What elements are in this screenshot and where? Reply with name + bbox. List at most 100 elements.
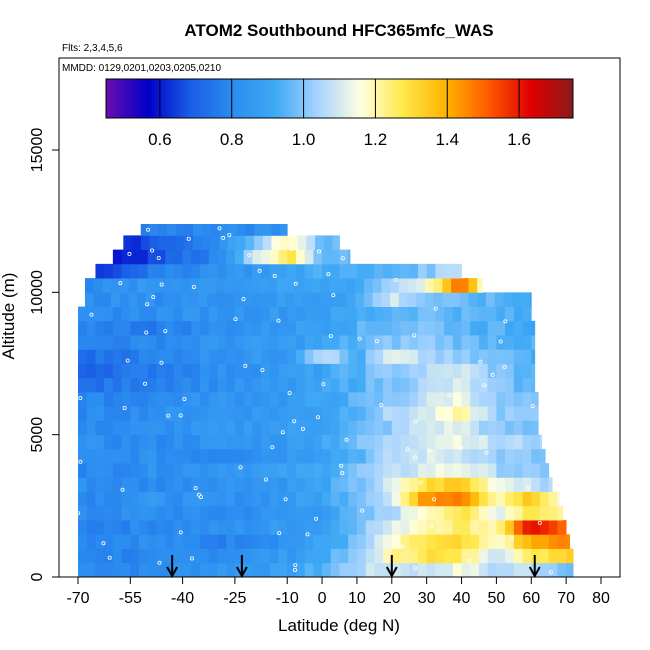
heatmap-cell (348, 463, 358, 478)
heatmap-cell (269, 320, 279, 336)
heatmap-cell (112, 349, 122, 364)
heatmap-cell (435, 335, 445, 350)
heatmap-cell (208, 562, 218, 577)
heatmap-cell (391, 562, 401, 577)
heatmap-cell (200, 263, 210, 279)
heatmap-cell (496, 477, 506, 492)
heatmap-cell (95, 349, 105, 364)
heatmap-cell (287, 306, 297, 322)
sample-marker (344, 437, 349, 442)
heatmap-cell (539, 534, 550, 549)
heatmap-cell (513, 491, 523, 507)
heatmap-cell (227, 224, 238, 236)
heatmap-cell (356, 534, 367, 549)
heatmap-cell (226, 534, 236, 549)
heatmap-cell (383, 363, 393, 379)
heatmap-cell (234, 434, 245, 450)
y-tick-label: 10000 (29, 270, 46, 315)
heatmap-cell (426, 263, 436, 279)
heatmap-cell (391, 377, 401, 393)
heatmap-cell (86, 463, 96, 478)
heatmap-cell (208, 406, 218, 421)
heatmap-cell (478, 434, 489, 450)
heatmap-cell (487, 562, 497, 577)
heatmap-cell (355, 278, 365, 293)
heatmap-cell (391, 335, 401, 350)
heatmap-cell (470, 548, 480, 564)
heatmap-cell (156, 263, 166, 279)
heatmap-cell (374, 448, 384, 464)
heatmap-cell (269, 391, 279, 407)
heatmap-cell (522, 520, 532, 535)
heatmap-cell (243, 548, 253, 564)
heatmap-cell (95, 562, 105, 577)
colorbar: 0.6 0.8 1.0 1.2 1.4 1.6 (105, 78, 574, 149)
heatmap-cell (130, 463, 140, 478)
heatmap-cell (330, 548, 340, 564)
heatmap-cell (452, 477, 462, 492)
sample-marker (233, 317, 238, 322)
heatmap-cell (243, 477, 253, 492)
heatmap-cell (139, 562, 149, 577)
y-tick-label: 0 (29, 572, 46, 581)
heatmap-cell (261, 477, 271, 492)
heatmap-cell (261, 391, 271, 407)
heatmap-cell (208, 534, 218, 549)
heatmap-cell (383, 477, 393, 492)
heatmap-cell (365, 320, 375, 336)
heatmap-cell (112, 263, 122, 279)
heatmap-cell (409, 520, 419, 535)
heatmap-cell (200, 520, 210, 535)
heatmap-cell (531, 505, 541, 521)
heatmap-cell (417, 363, 428, 379)
heatmap-cell (78, 520, 88, 535)
heatmap-cell (295, 534, 306, 549)
heatmap-cell (147, 548, 157, 564)
heatmap-cell (539, 548, 550, 564)
heatmap-cell (112, 434, 122, 450)
sample-marker (277, 531, 282, 536)
heatmap-cell (226, 491, 236, 507)
sample-marker (125, 358, 130, 363)
heatmap-cell (461, 391, 471, 407)
heatmap-cell (304, 320, 314, 336)
heatmap-cell (417, 562, 428, 577)
heatmap-cell (435, 420, 445, 436)
heatmap-cell (121, 562, 131, 577)
heatmap-cell (243, 335, 253, 350)
heatmap-cell (332, 235, 340, 251)
heatmap-cell (261, 448, 271, 464)
heatmap-cell (374, 491, 384, 507)
sample-marker (502, 364, 507, 369)
heatmap-cell (313, 505, 323, 521)
heatmap-cell (156, 249, 166, 265)
heatmap-cell (426, 491, 436, 507)
heatmap-cell (95, 477, 105, 492)
sample-marker (360, 508, 365, 513)
heatmap-cell (95, 448, 105, 464)
heatmap-cell (400, 349, 410, 364)
heatmap-cell (262, 235, 272, 251)
heatmap-cell (95, 420, 105, 436)
heatmap-cell (522, 406, 532, 421)
sample-marker (287, 390, 292, 395)
sample-marker (503, 319, 508, 324)
heatmap-cell (95, 434, 105, 450)
heatmap-cell (147, 534, 157, 549)
heatmap-cell (470, 491, 480, 507)
sample-marker (260, 368, 265, 373)
sample-marker (315, 415, 320, 420)
sample-marker (412, 455, 417, 460)
heatmap-cell (226, 434, 236, 450)
heatmap-cell (470, 377, 480, 393)
heatmap-cell (356, 377, 367, 393)
heatmap-cell (470, 391, 480, 407)
heatmap-cell (166, 224, 177, 236)
heatmap-cell (156, 477, 166, 492)
heatmap-cell (513, 420, 523, 436)
heatmap-cell (182, 505, 192, 521)
heatmap-cell (348, 434, 358, 450)
heatmap-cell (313, 520, 323, 535)
heatmap-cell (548, 548, 558, 564)
sample-marker (186, 236, 191, 241)
